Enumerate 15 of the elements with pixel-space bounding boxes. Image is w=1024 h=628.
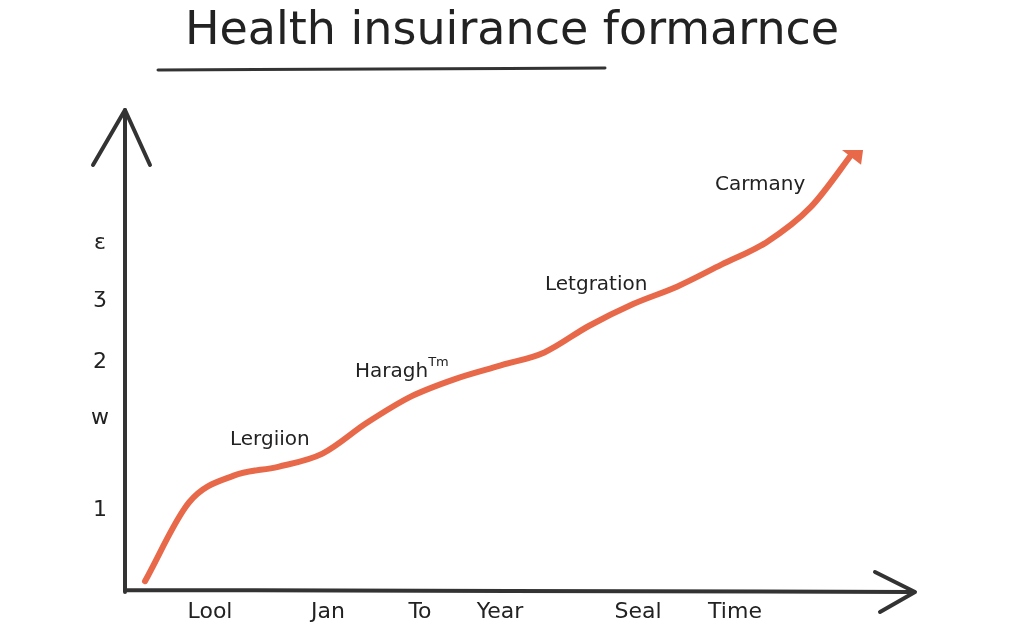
text: 2	[93, 347, 107, 373]
chart-title: Health insuirance formarnce	[184, 0, 840, 55]
text: Time	[707, 597, 762, 623]
text: 1	[93, 495, 107, 521]
annotation: Carmany	[715, 171, 806, 196]
annotation: Letgration	[545, 271, 648, 296]
text: ʒ	[93, 282, 107, 308]
text: Jan	[309, 597, 345, 623]
text: w	[91, 403, 109, 429]
text: Year	[475, 597, 525, 623]
text: Lool	[187, 597, 233, 623]
text: To	[407, 597, 432, 623]
annotation: Lergiion	[230, 426, 310, 451]
text: ε	[94, 228, 106, 254]
text: Seal	[614, 597, 662, 623]
